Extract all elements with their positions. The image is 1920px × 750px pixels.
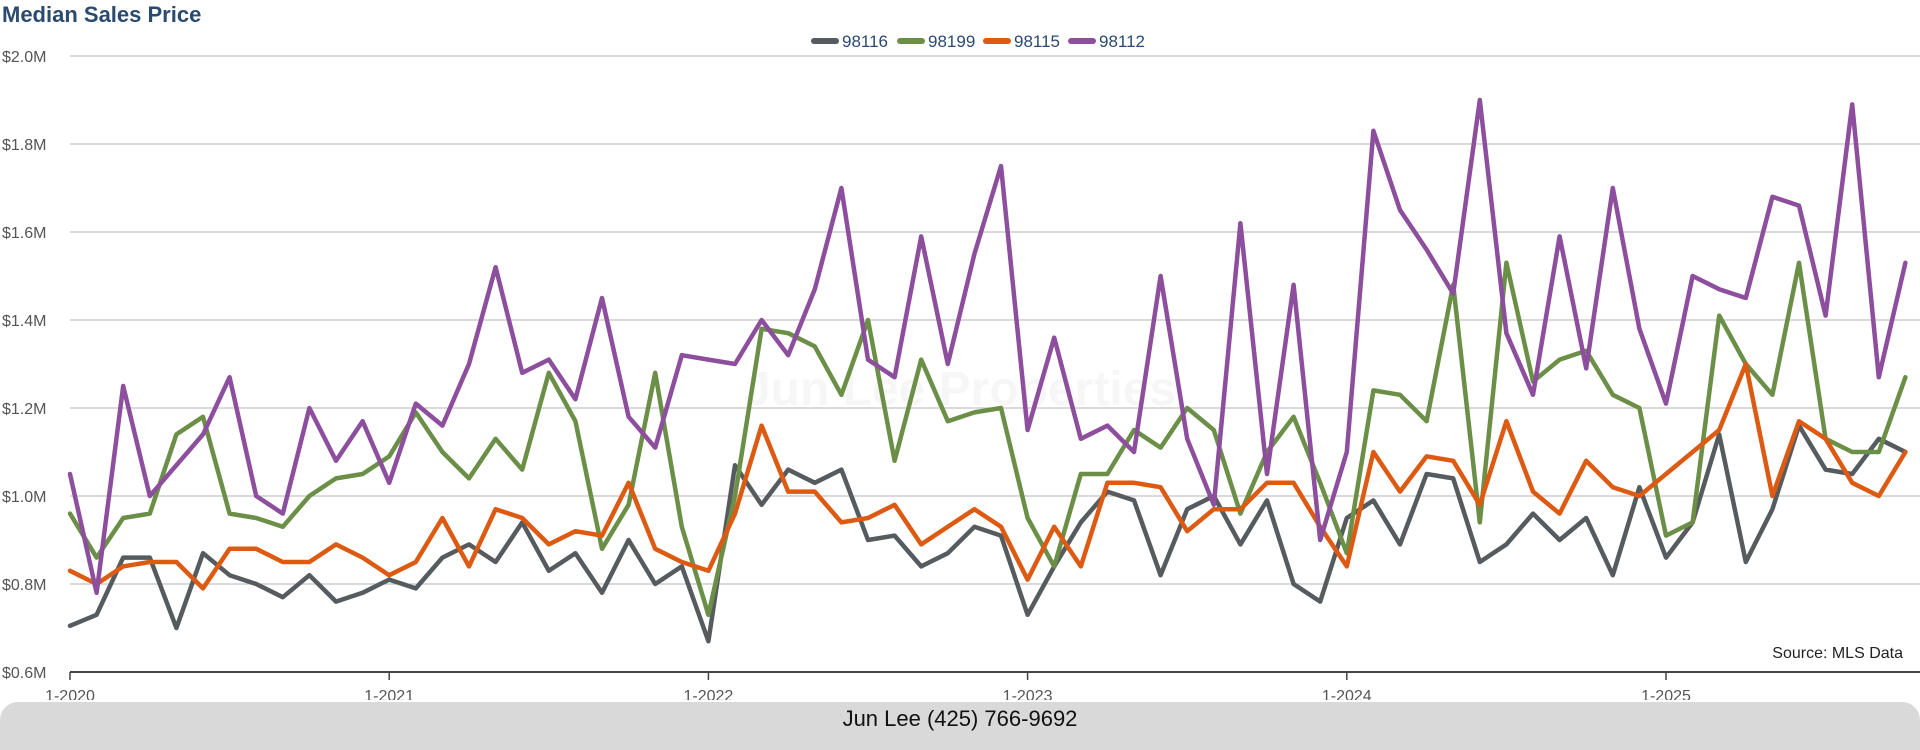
footer-contact: Jun Lee (425) 766-9692: [842, 706, 1078, 731]
series-line-98112: [67, 97, 1908, 596]
legend-label: 98115: [1014, 32, 1060, 51]
y-tick-label: $1.8M: [2, 137, 46, 154]
y-tick-label: $0.8M: [2, 577, 46, 594]
footer-band: [0, 702, 1920, 750]
legend-item-98116[interactable]: 98116: [811, 32, 888, 51]
series-line-98199: [67, 260, 1908, 618]
line-chart: Jun Lee Properties $0.6M$0.8M$1.0M$1.2M$…: [2, 32, 1920, 700]
legend-item-98115[interactable]: 98115: [983, 32, 1060, 51]
x-tick-label: 1-2022: [683, 688, 733, 700]
x-tick-label: 1-2021: [364, 688, 414, 700]
series-line-98115: [67, 361, 1908, 591]
legend-label: 98116: [842, 32, 888, 51]
y-tick-label: $1.2M: [2, 401, 46, 418]
chart-title: Median Sales Price: [2, 2, 202, 27]
x-tick-label: 1-2023: [1003, 688, 1053, 700]
legend[interactable]: 98116 98199 98115 98112: [811, 32, 1145, 51]
legend-label: 98112: [1099, 32, 1145, 51]
y-axis: $0.6M $0.8M $1.0M $1.2M $1.4M $1.6M $1.8M $2.0M: [2, 49, 46, 682]
y-tick-label: $0.6M: [2, 665, 46, 682]
series-lines: [67, 97, 1908, 644]
legend-label: 98199: [928, 32, 975, 51]
x-tick-label: 1-2024: [1322, 688, 1372, 700]
y-tick-label: $1.6M: [2, 225, 46, 242]
x-tick-label: 1-2020: [45, 688, 95, 700]
legend-item-98112[interactable]: 98112: [1068, 32, 1145, 51]
y-tick-label: $2.0M: [2, 49, 46, 66]
x-tick-label: 1-2025: [1641, 688, 1691, 700]
source-note: Source: MLS Data: [1772, 645, 1903, 662]
y-tick-label: $1.0M: [2, 489, 46, 506]
y-tick-label: $1.4M: [2, 313, 46, 330]
series-line-98116: [67, 423, 1908, 644]
x-axis: 1-2020 1-2021 1-2022 1-2023 1-2024 1-2025: [45, 672, 1691, 700]
y-gridlines: [70, 55, 1920, 673]
legend-item-98199[interactable]: 98199: [897, 32, 975, 51]
